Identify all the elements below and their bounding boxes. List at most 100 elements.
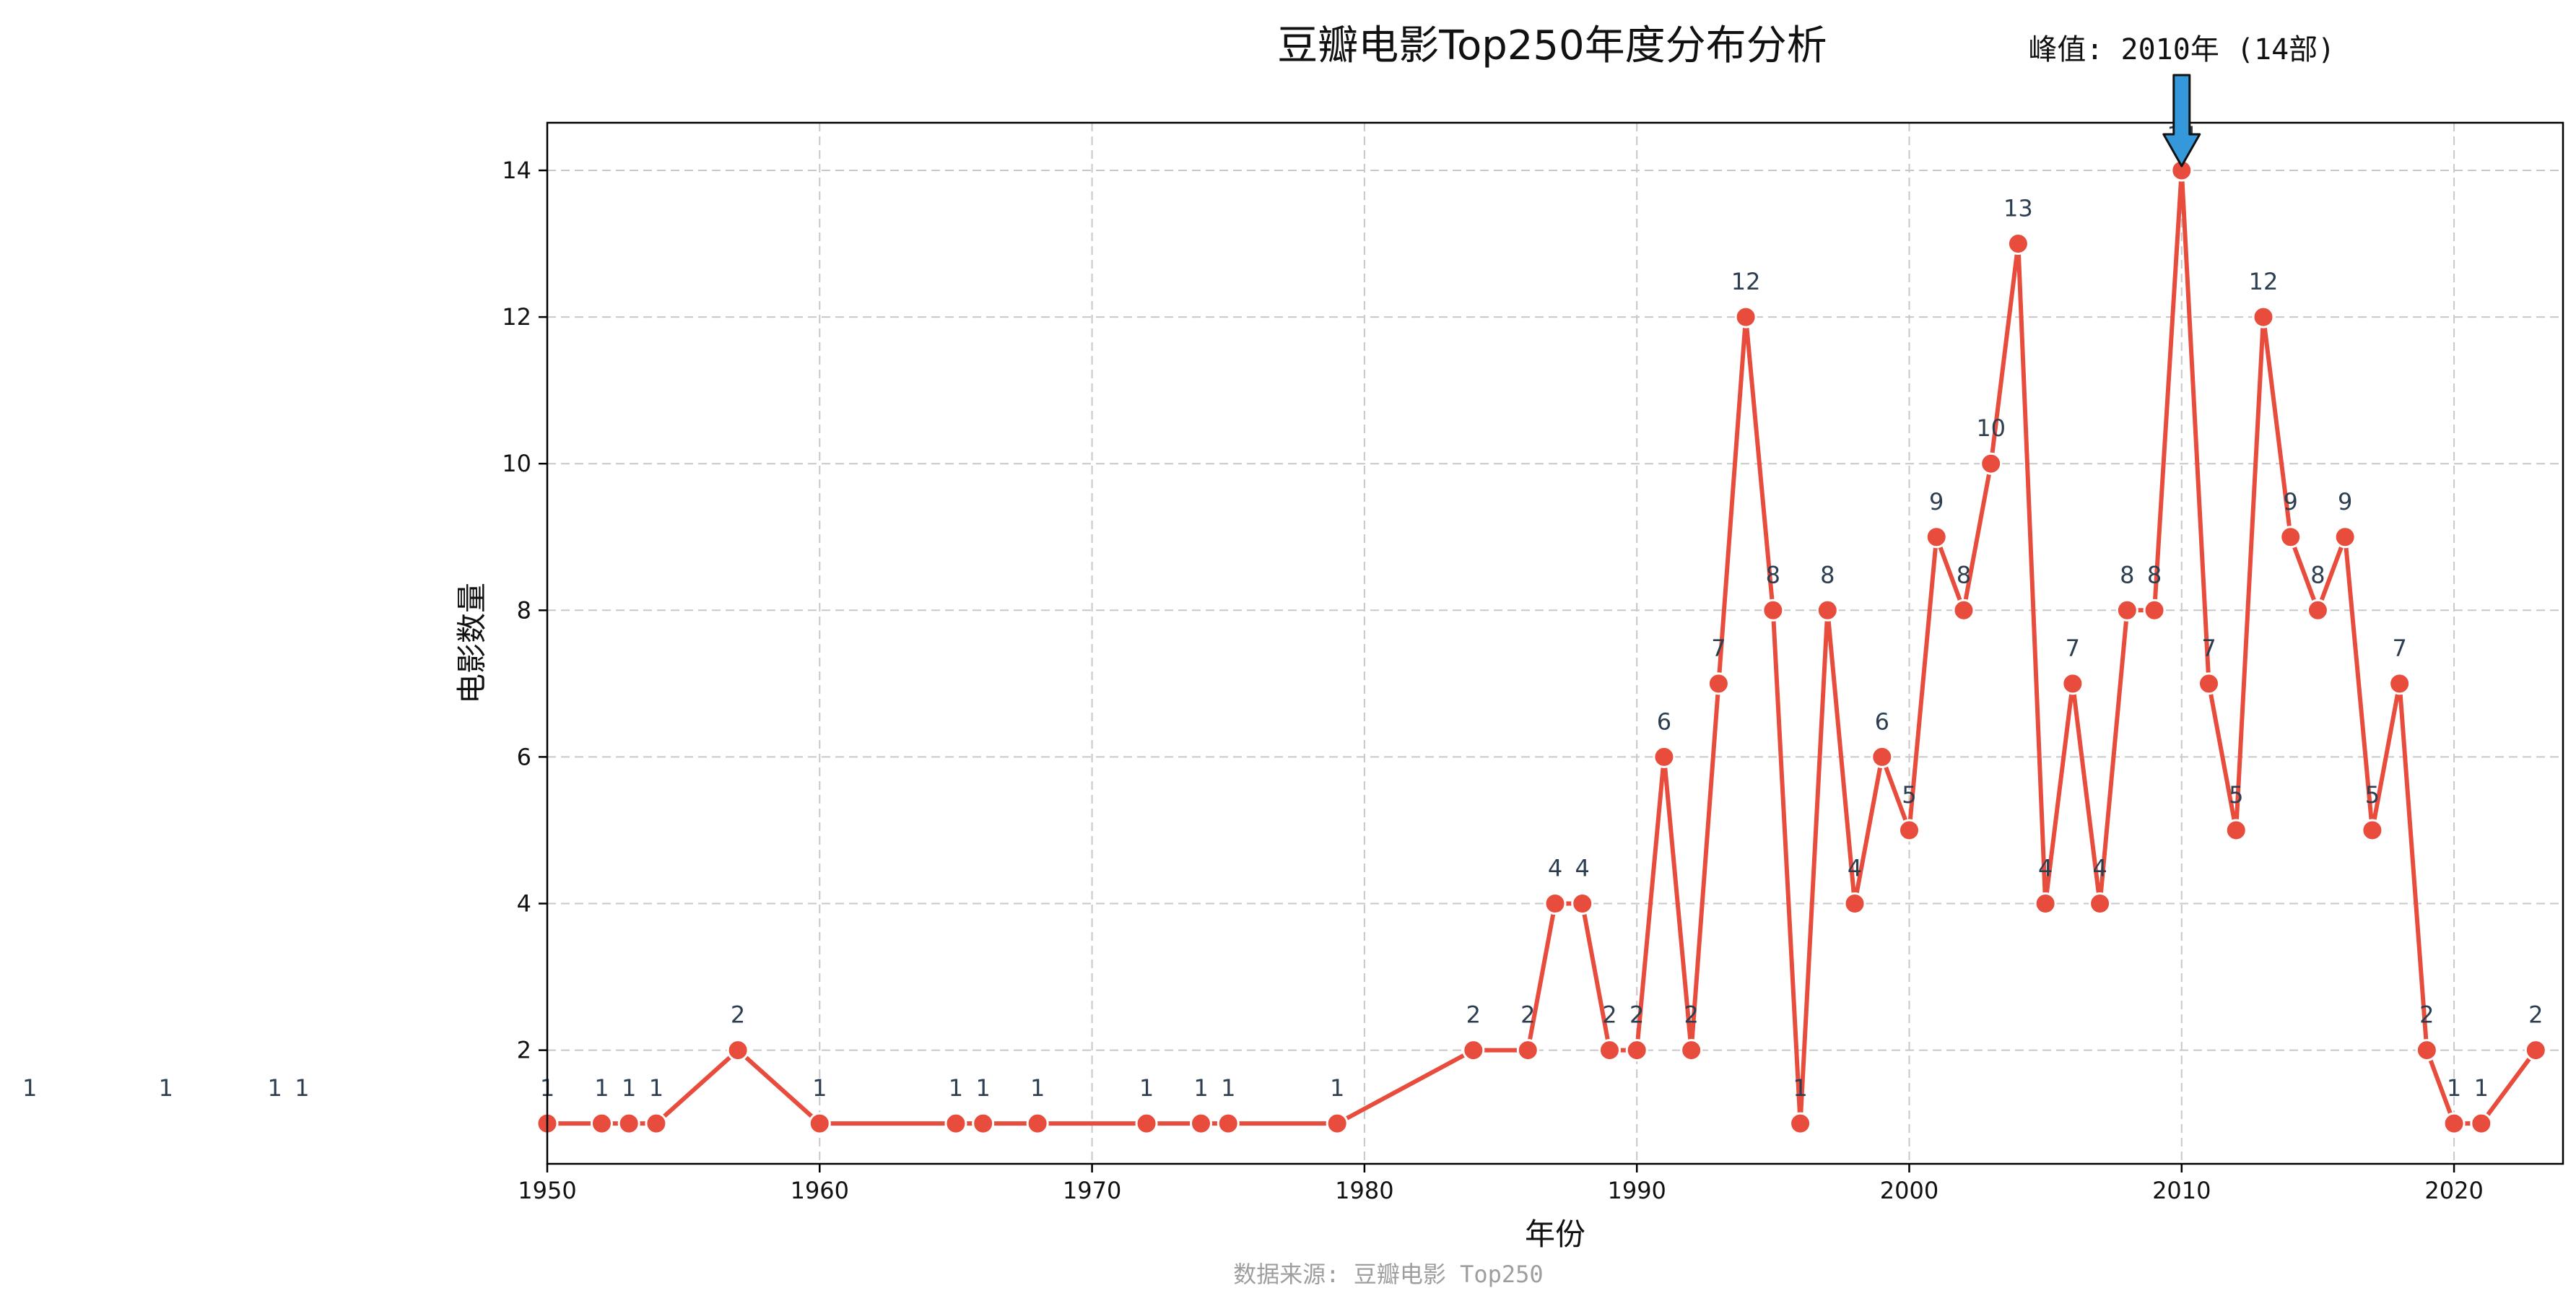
- data-label: 5: [2365, 781, 2380, 809]
- data-label: 8: [2120, 561, 2134, 588]
- data-label: 2: [1602, 1001, 1616, 1029]
- axis-ticks: 1950 1960 1970 1980 1990 2000 2010 202024681012…: [502, 157, 2484, 1204]
- data-label: 1: [1330, 1074, 1344, 1102]
- data-label: 4: [1848, 855, 1862, 882]
- y-tick-label: 8: [517, 596, 531, 624]
- data-label: 2: [2528, 1001, 2543, 1029]
- peak-arrow-icon: [2162, 74, 2201, 167]
- data-label-layer: 1 1 1 121 1 1 1 1 1 1 12 24 42 2627128184659810134748…: [22, 121, 2543, 1102]
- data-label: 1: [975, 1074, 990, 1102]
- data-point: [1816, 599, 1839, 622]
- data-label: 5: [2229, 781, 2243, 809]
- data-label: 1: [22, 1074, 37, 1102]
- data-point: [2198, 672, 2221, 695]
- data-point: [1707, 672, 1730, 695]
- y-tick-label: 4: [517, 890, 531, 918]
- data-point: [2061, 672, 2084, 695]
- data-label: 2: [1629, 1001, 1644, 1029]
- data-label: 4: [2038, 855, 2053, 882]
- data-label: 7: [1711, 635, 1726, 662]
- data-point: [1897, 819, 1920, 842]
- data-label: 2: [731, 1001, 745, 1029]
- x-tick-label: 2020: [2424, 1177, 2483, 1204]
- data-label: 1: [1030, 1074, 1045, 1102]
- data-point: [1190, 1112, 1213, 1135]
- data-point: [2442, 1112, 2466, 1135]
- series-line-layer: [547, 168, 2538, 1126]
- x-tick-label: 1950: [518, 1177, 576, 1204]
- data-point: [2089, 892, 2112, 915]
- data-label: 1: [622, 1074, 636, 1102]
- data-label: 1: [2474, 1074, 2489, 1102]
- data-point: [1544, 892, 1567, 915]
- x-axis-label: 年份: [1525, 1217, 1585, 1252]
- data-label: 10: [1976, 414, 2006, 442]
- data-point: [1762, 599, 1785, 622]
- data-label: 8: [1820, 561, 1835, 588]
- data-point-layer: [536, 159, 2547, 1135]
- data-point: [2361, 819, 2384, 842]
- data-label: 6: [1875, 708, 1889, 735]
- data-point: [1598, 1039, 1621, 1062]
- data-point: [1625, 1039, 1648, 1062]
- data-point: [2115, 599, 2138, 622]
- data-point: [1326, 1112, 1349, 1135]
- data-label: 1: [594, 1074, 609, 1102]
- data-label: 7: [2201, 635, 2216, 662]
- data-label: 6: [1657, 708, 1671, 735]
- data-label: 8: [2147, 561, 2162, 588]
- y-tick-label: 10: [502, 450, 531, 477]
- data-point: [617, 1112, 640, 1135]
- x-tick-label: 1990: [1607, 1177, 1666, 1204]
- data-point: [2306, 599, 2329, 622]
- data-label: 2: [1684, 1001, 1698, 1029]
- series-line: [547, 168, 2538, 1126]
- peak-annotation-text: 峰值: 2010年 (14部): [2028, 33, 2335, 66]
- data-label: 4: [1575, 855, 1590, 882]
- data-label: 1: [295, 1074, 309, 1102]
- data-label: 2: [1520, 1001, 1535, 1029]
- data-point: [2224, 819, 2248, 842]
- data-point: [2143, 599, 2166, 622]
- data-point: [2006, 232, 2029, 256]
- data-point: [2388, 672, 2411, 695]
- y-tick-label: 14: [502, 157, 531, 184]
- data-label: 5: [1902, 781, 1916, 809]
- data-point: [1217, 1112, 1240, 1135]
- data-point: [1680, 1039, 1703, 1062]
- y-tick-label: 12: [502, 303, 531, 331]
- data-label: 1: [1139, 1074, 1154, 1102]
- data-point: [1843, 892, 1866, 915]
- data-label: 8: [1766, 561, 1780, 588]
- y-tick-label: 2: [517, 1037, 531, 1064]
- data-point: [1789, 1112, 1812, 1135]
- data-label: 1: [2447, 1074, 2461, 1102]
- x-tick-label: 2010: [2152, 1177, 2211, 1204]
- data-point: [972, 1112, 995, 1135]
- y-tick-label: 6: [517, 743, 531, 770]
- data-label: 8: [1957, 561, 1971, 588]
- data-label: 4: [2092, 855, 2107, 882]
- data-label: 12: [2249, 268, 2279, 295]
- data-point: [1980, 452, 2003, 475]
- x-tick-label: 1980: [1335, 1177, 1393, 1204]
- data-point: [944, 1112, 967, 1135]
- data-label: 2: [1466, 1001, 1481, 1029]
- grid: [547, 123, 2563, 1164]
- data-point: [2524, 1039, 2547, 1062]
- data-point: [1653, 745, 1676, 768]
- data-label: 9: [2338, 488, 2352, 515]
- plot-frame: [546, 121, 2564, 1165]
- data-point: [645, 1112, 668, 1135]
- data-point: [726, 1039, 749, 1062]
- data-source-note: 数据来源: 豆瓣电影 Top250: [1233, 1261, 1543, 1288]
- data-label: 13: [2003, 195, 2033, 222]
- data-label: 1: [268, 1074, 282, 1102]
- data-label: 2: [2419, 1001, 2434, 1029]
- data-point: [2034, 892, 2057, 915]
- data-label: 7: [2066, 635, 2080, 662]
- data-label: 1: [812, 1074, 827, 1102]
- data-point: [1734, 305, 1757, 328]
- chart-title: 豆瓣电影Top250年度分布分析: [1277, 22, 1827, 69]
